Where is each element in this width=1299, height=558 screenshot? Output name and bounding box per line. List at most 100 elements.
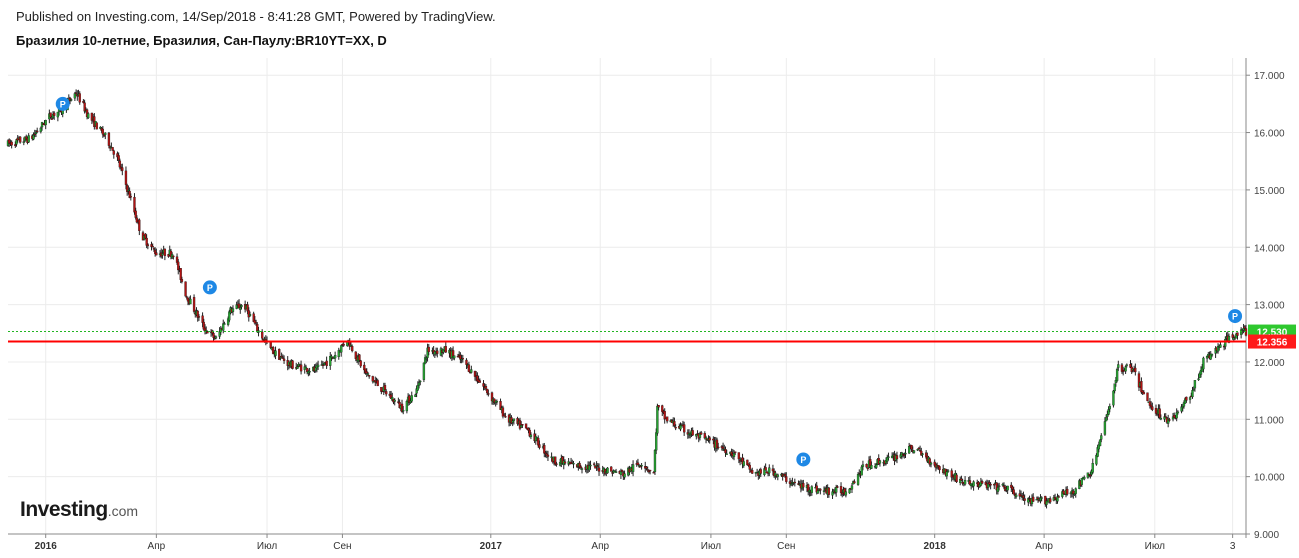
- candle: [222, 319, 225, 334]
- candle-body: [248, 314, 252, 317]
- y-tick-label: 14.000: [1254, 243, 1285, 254]
- candle: [657, 405, 660, 411]
- candle-body: [1040, 497, 1043, 499]
- x-tick-label: Апр: [148, 541, 166, 552]
- candle-body: [214, 336, 218, 339]
- candle: [734, 451, 737, 455]
- candle: [337, 347, 340, 360]
- candle: [673, 417, 676, 428]
- candle-body: [228, 311, 231, 321]
- candle: [146, 243, 150, 250]
- candle: [545, 450, 548, 459]
- candle: [877, 454, 880, 466]
- candle: [44, 119, 47, 130]
- candle: [751, 467, 754, 474]
- candle: [1039, 494, 1042, 504]
- candle-body: [572, 463, 575, 465]
- candle-body: [330, 355, 333, 358]
- candle: [78, 91, 81, 105]
- candle-body: [700, 432, 703, 435]
- candle-body: [907, 446, 911, 454]
- candle-body: [1103, 421, 1107, 435]
- candle: [748, 462, 751, 473]
- candle: [1171, 412, 1175, 422]
- candle-body: [1134, 367, 1137, 373]
- candle: [1134, 363, 1137, 376]
- event-marker[interactable]: P: [55, 96, 70, 111]
- candle-body: [1197, 378, 1200, 381]
- candle: [546, 450, 550, 461]
- y-tick-label: 13.000: [1254, 301, 1285, 312]
- candle: [950, 468, 953, 482]
- candle-body: [118, 160, 122, 168]
- candle: [19, 136, 22, 144]
- candle-body: [793, 481, 796, 484]
- candle-body: [1074, 488, 1077, 494]
- candle: [363, 361, 366, 374]
- candle-body: [44, 120, 47, 126]
- event-marker[interactable]: P: [1228, 309, 1243, 324]
- candle: [314, 363, 317, 373]
- candle: [405, 399, 409, 414]
- candle: [444, 341, 447, 353]
- candle-body: [161, 253, 164, 256]
- candle-body: [247, 310, 250, 318]
- event-marker[interactable]: P: [202, 280, 217, 295]
- candle: [793, 478, 796, 487]
- candle: [299, 360, 303, 375]
- candle: [155, 248, 158, 256]
- candle-body: [1243, 326, 1246, 329]
- x-tick-label: 2017: [480, 541, 503, 552]
- candle: [619, 468, 623, 479]
- candle-body: [1012, 489, 1015, 495]
- candle: [189, 295, 192, 305]
- candle-body: [903, 454, 906, 456]
- candle: [161, 249, 164, 259]
- candle: [1193, 380, 1197, 392]
- candle-body: [537, 437, 540, 446]
- candle: [1056, 493, 1059, 504]
- candle-body: [144, 233, 147, 239]
- candle-body: [145, 237, 148, 246]
- candle: [968, 475, 972, 486]
- candle: [724, 446, 727, 457]
- candle-body: [691, 430, 694, 436]
- candle-body: [640, 465, 643, 467]
- candle: [366, 371, 370, 377]
- candle-body: [219, 328, 222, 333]
- candle: [470, 365, 473, 374]
- candle-body: [363, 364, 366, 371]
- candle-body: [495, 401, 499, 403]
- candle: [1006, 485, 1009, 495]
- candle-body: [133, 196, 136, 213]
- candle-body: [563, 461, 567, 464]
- candle-body: [189, 298, 192, 305]
- candle-body: [596, 465, 599, 467]
- candle-body: [415, 388, 418, 394]
- candle-body: [82, 101, 85, 103]
- candle-body: [679, 424, 682, 430]
- candle: [340, 344, 343, 357]
- candle-body: [124, 170, 128, 185]
- candle: [791, 477, 794, 487]
- candle: [1164, 413, 1167, 418]
- candle: [640, 463, 643, 470]
- candle-body: [222, 323, 225, 331]
- event-marker[interactable]: P: [796, 452, 811, 467]
- candle-body: [459, 355, 462, 360]
- candle-body: [70, 99, 73, 101]
- candle: [303, 363, 306, 374]
- candle-body: [376, 380, 379, 387]
- candle: [1191, 386, 1194, 399]
- candle: [938, 465, 941, 474]
- y-tick-label: 15.000: [1254, 186, 1285, 197]
- candle: [1216, 343, 1220, 354]
- candle-body: [1036, 497, 1040, 500]
- candle-body: [417, 382, 421, 386]
- candle: [1062, 489, 1065, 495]
- candle-body: [763, 468, 766, 476]
- candle: [1175, 408, 1178, 422]
- candle-body: [606, 467, 609, 474]
- candle-body: [955, 474, 958, 483]
